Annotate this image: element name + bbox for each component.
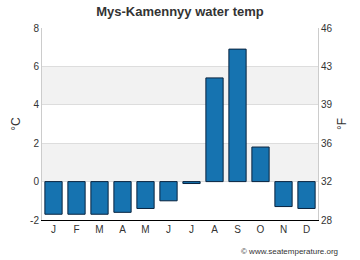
svg-text:°C: °C [9, 117, 23, 131]
svg-text:O: O [257, 224, 265, 235]
svg-text:A: A [119, 224, 126, 235]
svg-text:-2: -2 [30, 215, 39, 226]
svg-text:0: 0 [33, 176, 39, 187]
svg-text:°F: °F [335, 118, 349, 130]
svg-text:S: S [234, 224, 241, 235]
svg-text:© www.seatemperature.org: © www.seatemperature.org [241, 247, 338, 256]
svg-text:A: A [211, 224, 218, 235]
svg-text:J: J [166, 224, 171, 235]
svg-text:J: J [51, 224, 56, 235]
svg-text:N: N [280, 224, 287, 235]
svg-text:F: F [73, 224, 79, 235]
svg-text:J: J [189, 224, 194, 235]
svg-text:6: 6 [33, 61, 39, 72]
svg-text:36: 36 [321, 138, 333, 149]
svg-text:46: 46 [321, 23, 333, 34]
svg-text:M: M [95, 224, 103, 235]
svg-text:43: 43 [321, 61, 333, 72]
svg-text:4: 4 [33, 99, 39, 110]
svg-text:28: 28 [321, 215, 333, 226]
svg-text:2: 2 [33, 138, 39, 149]
svg-text:32: 32 [321, 176, 333, 187]
svg-text:D: D [303, 224, 310, 235]
svg-text:M: M [141, 224, 149, 235]
svg-text:8: 8 [33, 23, 39, 34]
svg-text:Mys-Kamennyy water temp: Mys-Kamennyy water temp [96, 4, 264, 19]
svg-text:39: 39 [321, 99, 333, 110]
